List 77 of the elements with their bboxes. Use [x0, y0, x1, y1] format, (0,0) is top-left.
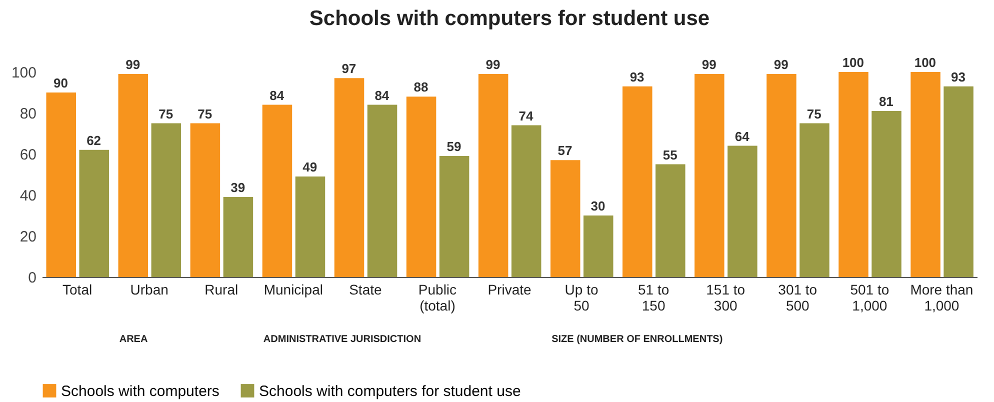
bar [583, 216, 614, 277]
bar [151, 123, 182, 277]
bar [190, 123, 220, 277]
bar [79, 150, 110, 277]
chart-title: Schools with computers for student use [309, 7, 710, 30]
bar [766, 74, 796, 277]
data-label: 75 [198, 106, 212, 122]
bar [511, 125, 542, 277]
data-label: 93 [950, 69, 966, 84]
bar [46, 92, 76, 277]
y-tick-label: 40 [20, 188, 36, 204]
bar [872, 110, 902, 277]
x-tick-label: Rural [204, 282, 238, 298]
data-label: 99 [486, 57, 500, 72]
bar [622, 86, 652, 277]
bar [944, 86, 974, 277]
bar [800, 123, 830, 277]
x-tick-label: Municipal [264, 282, 323, 298]
data-label: 81 [878, 94, 894, 109]
x-tick-label: Up to 50 [564, 282, 598, 314]
bar [118, 74, 148, 277]
bar [550, 160, 580, 277]
data-label: 49 [302, 160, 318, 175]
data-label: 100 [842, 55, 864, 70]
data-label: 30 [590, 198, 606, 214]
data-label: 99 [774, 57, 788, 72]
bar [334, 78, 364, 277]
x-tick-label: Total [62, 282, 92, 298]
bar [295, 176, 326, 277]
x-tick-label: Public (total) [418, 282, 457, 314]
y-tick-label: 60 [20, 146, 36, 164]
bar [406, 96, 436, 277]
data-label: 99 [702, 57, 716, 72]
data-label: 74 [518, 108, 534, 124]
data-label: 55 [662, 147, 678, 162]
data-label: 39 [230, 180, 246, 196]
bar [367, 104, 398, 277]
data-label: 93 [630, 69, 644, 84]
data-label: 90 [54, 76, 68, 90]
x-tick-label: More than 1,000 [910, 282, 974, 314]
bar [439, 156, 470, 277]
x-tick-label: 501 to 1,000 [850, 282, 890, 314]
bar [728, 146, 758, 277]
legend-label: Schools with computers [61, 382, 220, 400]
data-label: 99 [126, 57, 140, 72]
bar [694, 74, 724, 277]
data-label: 97 [342, 61, 356, 76]
bar [478, 74, 508, 277]
bar [656, 164, 686, 277]
x-tick-label: 51 to 150 [638, 282, 670, 314]
data-label: 84 [374, 88, 390, 103]
bar [910, 72, 940, 277]
legend-label: Schools with computers for student use [259, 382, 521, 400]
bar [838, 72, 868, 277]
text: SIZE (NUMBER OF ENROLLMENTS) [552, 334, 723, 345]
bar [262, 104, 292, 277]
y-tick-label: 80 [20, 106, 36, 122]
data-label: 59 [446, 139, 462, 154]
x-tick-label: Urban [130, 282, 168, 298]
data-label: 84 [270, 88, 285, 103]
y-tick-label: 20 [20, 228, 36, 246]
data-label: 88 [414, 80, 428, 95]
x-tick-label: 151 to 300 [706, 282, 746, 314]
x-tick-label: 301 to 500 [778, 282, 818, 314]
bar [223, 197, 254, 277]
data-label: 57 [558, 143, 572, 158]
text: ADMINISTRATIVE JURISDICTION [263, 334, 422, 345]
text: AREA [119, 334, 148, 345]
x-tick-label: State [349, 282, 382, 298]
data-label: 75 [806, 106, 822, 122]
data-label: 100 [914, 55, 936, 70]
y-tick-label: 0 [28, 270, 36, 286]
data-label: 64 [734, 128, 750, 144]
x-tick-label: Private [488, 282, 532, 298]
data-label: 75 [158, 106, 174, 122]
data-label: 62 [86, 132, 102, 148]
y-tick-label: 100 [11, 64, 36, 82]
